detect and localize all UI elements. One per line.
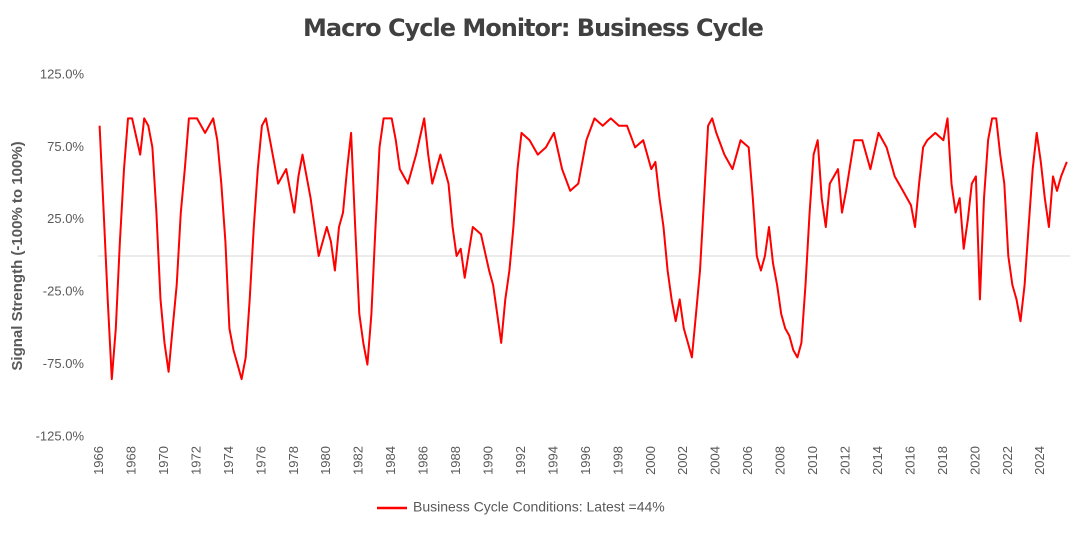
x-tick-label: 2006	[740, 446, 755, 475]
y-tick-label: -125.0%	[36, 428, 85, 443]
legend: Business Cycle Conditions: Latest =44%	[377, 499, 665, 515]
x-tick-label: 1974	[221, 446, 236, 475]
y-tick-label: 75.0%	[47, 139, 84, 154]
x-tick-label: 1980	[318, 446, 333, 475]
y-tick-label: 25.0%	[47, 211, 84, 226]
x-tick-label: 1990	[481, 446, 496, 475]
x-tick-label: 2002	[675, 446, 690, 475]
x-tick-label: 1976	[253, 446, 268, 475]
x-tick-label: 1988	[448, 446, 463, 475]
x-tick-label: 1966	[91, 446, 106, 475]
x-tick-label: 1996	[578, 446, 593, 475]
y-axis-title: Signal Strength (-100% to 100%)	[9, 141, 26, 370]
x-tick-label: 1968	[124, 446, 139, 475]
x-tick-label: 1994	[545, 446, 560, 475]
x-tick-label: 2008	[773, 446, 788, 475]
y-tick-label: 125.0%	[40, 66, 85, 81]
x-tick-label: 1970	[156, 446, 171, 475]
y-tick-label: -75.0%	[43, 356, 85, 371]
x-tick-label: 2022	[1000, 446, 1015, 475]
data-line	[98, 117, 1068, 381]
x-tick-label: 2020	[967, 446, 982, 475]
x-tick-label: 2016	[902, 446, 917, 475]
x-tick-label: 1986	[416, 446, 431, 475]
chart-title: Macro Cycle Monitor: Business Cycle	[303, 14, 764, 42]
x-tick-label: 1992	[513, 446, 528, 475]
y-tick-label: -25.0%	[43, 284, 85, 299]
x-tick-label: 2000	[643, 446, 658, 475]
x-tick-label: 2024	[1032, 446, 1047, 475]
x-tick-label: 1972	[188, 446, 203, 475]
x-tick-label: 1998	[610, 446, 625, 475]
x-tick-label: 2018	[935, 446, 950, 475]
x-tick-label: 2012	[838, 446, 853, 475]
x-tick-label: 1978	[286, 446, 301, 475]
x-tick-label: 2010	[805, 446, 820, 475]
x-tick-label: 2014	[870, 446, 885, 475]
x-tick-label: 1984	[383, 446, 398, 475]
x-tick-label: 2004	[708, 446, 723, 475]
x-tick-label: 1982	[351, 446, 366, 475]
legend-label: Business Cycle Conditions: Latest =44%	[413, 499, 665, 515]
